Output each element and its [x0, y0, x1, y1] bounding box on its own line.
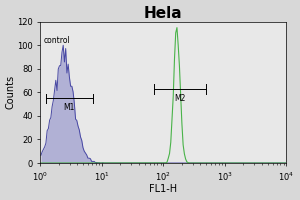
Text: control: control — [44, 36, 71, 45]
X-axis label: FL1-H: FL1-H — [149, 184, 177, 194]
Text: M2: M2 — [174, 94, 186, 103]
Text: M1: M1 — [64, 103, 75, 112]
Y-axis label: Counts: Counts — [6, 75, 16, 109]
Title: Hela: Hela — [144, 6, 183, 21]
